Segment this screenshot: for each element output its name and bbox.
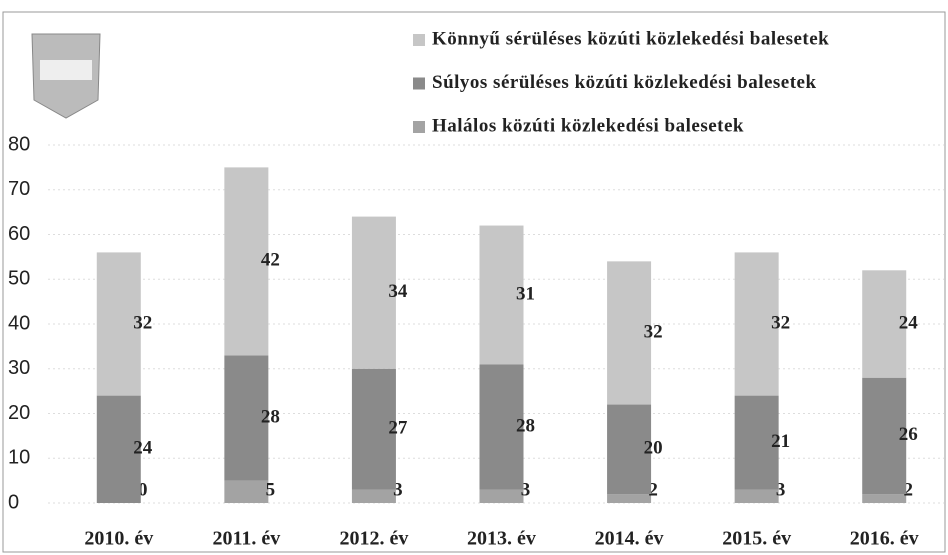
bar-segment <box>479 489 524 503</box>
value-label: 32 <box>771 312 790 333</box>
y-tick-label: 20 <box>8 402 30 424</box>
value-label: 32 <box>133 312 152 333</box>
bar-segment <box>862 270 907 378</box>
bar-segment <box>96 395 141 503</box>
value-label: 2 <box>648 479 658 500</box>
value-label: 28 <box>261 406 280 427</box>
bar-segment <box>479 225 524 365</box>
value-label: 31 <box>516 283 535 304</box>
x-tick-label: 2015. év <box>722 528 791 550</box>
legend-label: Súlyos sérüléses közúti közlekedési bale… <box>432 72 817 93</box>
y-tick-label: 80 <box>8 133 30 155</box>
y-tick-label: 70 <box>8 178 30 200</box>
value-label: 0 <box>138 479 148 500</box>
bar-segment <box>224 355 269 481</box>
value-label: 2 <box>903 479 913 500</box>
value-label: 34 <box>388 281 408 302</box>
bar-segment <box>734 252 779 396</box>
legend-label: Halálos közúti közlekedési balesetek <box>432 115 744 136</box>
legend-swatch <box>413 121 425 133</box>
bar-segment <box>96 252 141 396</box>
value-label: 26 <box>899 424 918 445</box>
legend-label: Könnyű sérüléses közúti közlekedési bale… <box>432 28 829 49</box>
bar-segment <box>224 167 269 356</box>
x-tick-label: 2012. év <box>339 528 408 550</box>
legend-swatch <box>413 77 425 90</box>
value-label: 20 <box>644 438 663 459</box>
bar-segment <box>224 480 269 503</box>
y-tick-label: 10 <box>8 447 30 469</box>
logo <box>31 33 101 119</box>
value-label: 28 <box>516 415 535 436</box>
value-label: 3 <box>393 479 403 500</box>
value-label: 42 <box>261 250 280 271</box>
y-tick-label: 0 <box>8 491 19 513</box>
value-label: 3 <box>521 479 531 500</box>
bar-segment <box>862 377 907 495</box>
value-label: 32 <box>644 321 663 342</box>
value-label: 24 <box>133 438 153 459</box>
bar-segment <box>351 368 396 490</box>
x-tick-label: 2014. év <box>595 528 664 550</box>
value-label: 3 <box>776 479 786 500</box>
y-tick-label: 40 <box>8 312 30 334</box>
x-tick-label: 2013. év <box>467 528 536 550</box>
x-tick-label: 2010. év <box>84 528 153 550</box>
x-tick-label: 2016. év <box>850 528 919 550</box>
bar-segment <box>607 404 652 495</box>
y-tick-label: 50 <box>8 268 30 290</box>
y-tick-label: 60 <box>8 223 30 245</box>
bar-segment <box>607 261 652 405</box>
bar-segment <box>351 489 396 503</box>
bar-segment <box>862 494 907 503</box>
value-label: 24 <box>899 312 919 333</box>
legend-swatch <box>413 34 425 46</box>
bar-segment <box>351 216 396 369</box>
value-label: 5 <box>266 479 276 500</box>
bar-segment <box>734 395 779 490</box>
y-tick-label: 30 <box>8 357 30 379</box>
value-label: 21 <box>771 431 790 452</box>
x-tick-label: 2011. év <box>212 528 280 550</box>
bar-segment <box>607 494 652 503</box>
frame <box>2 11 946 553</box>
bar-segment <box>479 364 524 490</box>
value-label: 27 <box>388 418 408 439</box>
bar-segment <box>734 489 779 503</box>
